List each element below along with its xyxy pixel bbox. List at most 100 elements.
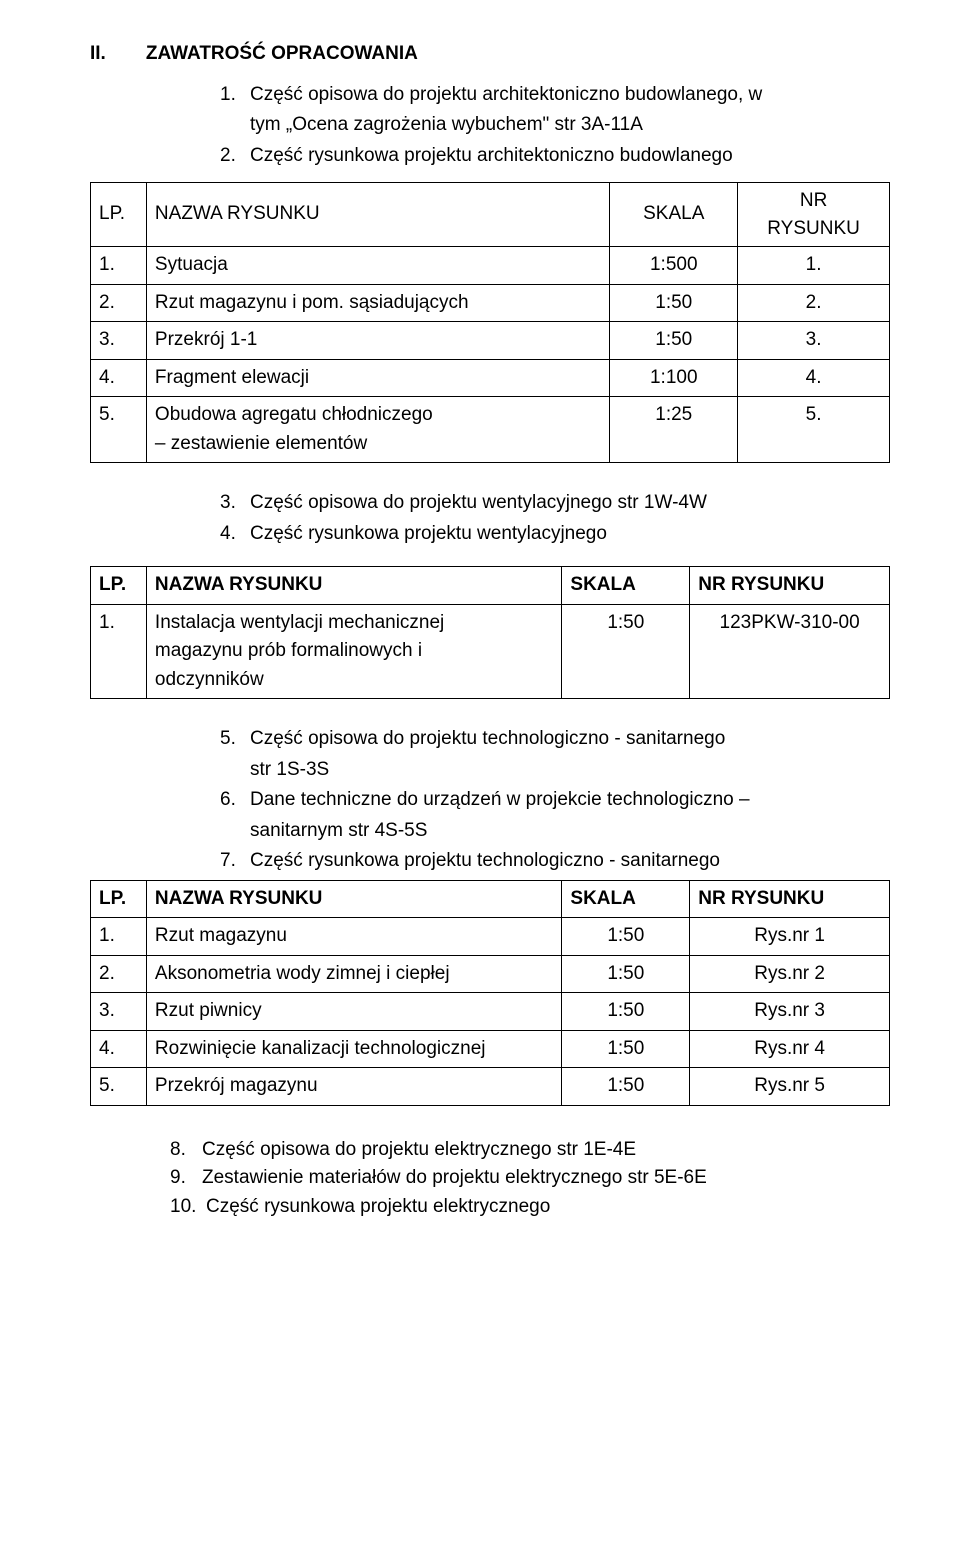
cell-nr: 4. [738,359,890,397]
cell-name: Obudowa agregatu chłodniczego – zestawie… [146,397,609,463]
list-text: sanitarnym str 4S-5S [250,817,890,846]
bottom-list: 8. Część opisowa do projektu elektryczne… [170,1136,890,1222]
th-name: NAZWA RYSUNKU [146,880,561,918]
list-item: sanitarnym str 4S-5S [220,817,890,846]
cell-scale: 1:50 [562,1030,690,1068]
table-vent: LP. NAZWA RYSUNKU SKALA NR RYSUNKU 1. In… [90,566,890,699]
table-row: 3. Rzut piwnicy 1:50 Rys.nr 3 [91,993,890,1031]
list-num: 3. [220,489,250,518]
list-item: 10. Część rysunkowa projektu elektryczne… [170,1193,890,1222]
list-num: 2. [220,142,250,171]
cell-name: Przekrój magazynu [146,1068,561,1106]
cell-scale: 1:50 [562,955,690,993]
cell-nr: 2. [738,284,890,322]
list-num: 5. [220,725,250,754]
list-num: 4. [220,520,250,549]
cell-nr: 123PKW-310-00 [690,604,890,699]
list-item: 7. Część rysunkowa projektu technologicz… [220,847,890,876]
cell-nr: 1. [738,247,890,285]
list-text: Część opisowa do projektu technologiczno… [250,725,890,754]
cell-nr: 3. [738,322,890,360]
cell-name: Przekrój 1-1 [146,322,609,360]
cell-nr: Rys.nr 3 [690,993,890,1031]
section-title: ZAWATROŚĆ OPRACOWANIA [146,40,418,69]
list-text: Część opisowa do projektu elektrycznego … [202,1136,636,1165]
table-row: 5. Przekrój magazynu 1:50 Rys.nr 5 [91,1068,890,1106]
th-scale: SKALA [610,183,738,247]
th-name: NAZWA RYSUNKU [146,183,609,247]
cell-scale: 1:500 [610,247,738,285]
cell-lp: 5. [91,397,147,463]
cell-nr: 5. [738,397,890,463]
cell-scale: 1:50 [562,993,690,1031]
list-text: Część opisowa do projektu wentylacyjnego… [250,489,890,518]
list-num: 9. [170,1164,202,1193]
table-header-row: LP. NAZWA RYSUNKU SKALA NR RYSUNKU [91,880,890,918]
table-header-row: LP. NAZWA RYSUNKU SKALA NR RYSUNKU [91,183,890,247]
cell-name: Rzut magazynu [146,918,561,956]
th-nr: NR RYSUNKU [690,880,890,918]
table-row: 4. Fragment elewacji 1:100 4. [91,359,890,397]
cell-name: Rzut piwnicy [146,993,561,1031]
list-num: 6. [220,786,250,815]
list-text: Część opisowa do projektu architektonicz… [250,81,890,110]
table-row: 5. Obudowa agregatu chłodniczego – zesta… [91,397,890,463]
section-header: II. ZAWATROŚĆ OPRACOWANIA [90,40,890,69]
cell-lp: 1. [91,247,147,285]
cell-lp: 1. [91,918,147,956]
table-arch: LP. NAZWA RYSUNKU SKALA NR RYSUNKU 1. Sy… [90,182,890,463]
cell-name: Aksonometria wody zimnej i ciepłej [146,955,561,993]
th-scale: SKALA [562,567,690,605]
cell-scale: 1:50 [562,604,690,699]
list-text: Część rysunkowa projektu technologiczno … [250,847,890,876]
section-number: II. [90,40,106,69]
list-text: Zestawienie materiałów do projektu elekt… [202,1164,707,1193]
table-sanit: LP. NAZWA RYSUNKU SKALA NR RYSUNKU 1. Rz… [90,880,890,1106]
list-item: 6. Dane techniczne do urządzeń w projekc… [220,786,890,815]
list-item: 2. Część rysunkowa projektu architektoni… [220,142,890,171]
table-row: 4. Rozwinięcie kanalizacji technologiczn… [91,1030,890,1068]
list-item: 4. Część rysunkowa projektu wentylacyjne… [220,520,890,549]
cell-scale: 1:50 [562,1068,690,1106]
list-text: Dane techniczne do urządzeń w projekcie … [250,786,890,815]
list-item: 1. Część opisowa do projektu architekton… [220,81,890,110]
list-item: 5. Część opisowa do projektu technologic… [220,725,890,754]
cell-scale: 1:50 [610,322,738,360]
list-text: Część rysunkowa projektu elektrycznego [206,1193,550,1222]
th-nr: NR RYSUNKU [690,567,890,605]
table-row: 1. Instalacja wentylacji mechanicznej ma… [91,604,890,699]
th-nr: NR RYSUNKU [738,183,890,247]
cell-lp: 1. [91,604,147,699]
cell-lp: 3. [91,993,147,1031]
cell-name: Rzut magazynu i pom. sąsiadujących [146,284,609,322]
cell-lp: 4. [91,1030,147,1068]
table-header-row: LP. NAZWA RYSUNKU SKALA NR RYSUNKU [91,567,890,605]
cell-nr: Rys.nr 2 [690,955,890,993]
table-row: 3. Przekrój 1-1 1:50 3. [91,322,890,360]
list-text: tym „Ocena zagrożenia wybuchem" str 3A-1… [250,111,890,140]
list-item: str 1S-3S [220,756,890,785]
list-item: 9. Zestawienie materiałów do projektu el… [170,1164,890,1193]
list-item: 3. Część opisowa do projektu wentylacyjn… [220,489,890,518]
list-num: 7. [220,847,250,876]
table-row: 2. Rzut magazynu i pom. sąsiadujących 1:… [91,284,890,322]
list-text: Część rysunkowa projektu wentylacyjnego [250,520,890,549]
th-lp: LP. [91,567,147,605]
list-num: 8. [170,1136,202,1165]
cell-scale: 1:50 [610,284,738,322]
cell-nr: Rys.nr 5 [690,1068,890,1106]
th-scale: SKALA [562,880,690,918]
cell-scale: 1:50 [562,918,690,956]
list-item: 8. Część opisowa do projektu elektryczne… [170,1136,890,1165]
cell-name: Sytuacja [146,247,609,285]
cell-lp: 2. [91,284,147,322]
table-row: 1. Rzut magazynu 1:50 Rys.nr 1 [91,918,890,956]
list-num: 1. [220,81,250,110]
cell-name: Fragment elewacji [146,359,609,397]
cell-scale: 1:25 [610,397,738,463]
table-row: 1. Sytuacja 1:500 1. [91,247,890,285]
th-name: NAZWA RYSUNKU [146,567,561,605]
th-lp: LP. [91,880,147,918]
cell-name: Rozwinięcie kanalizacji technologicznej [146,1030,561,1068]
cell-lp: 5. [91,1068,147,1106]
